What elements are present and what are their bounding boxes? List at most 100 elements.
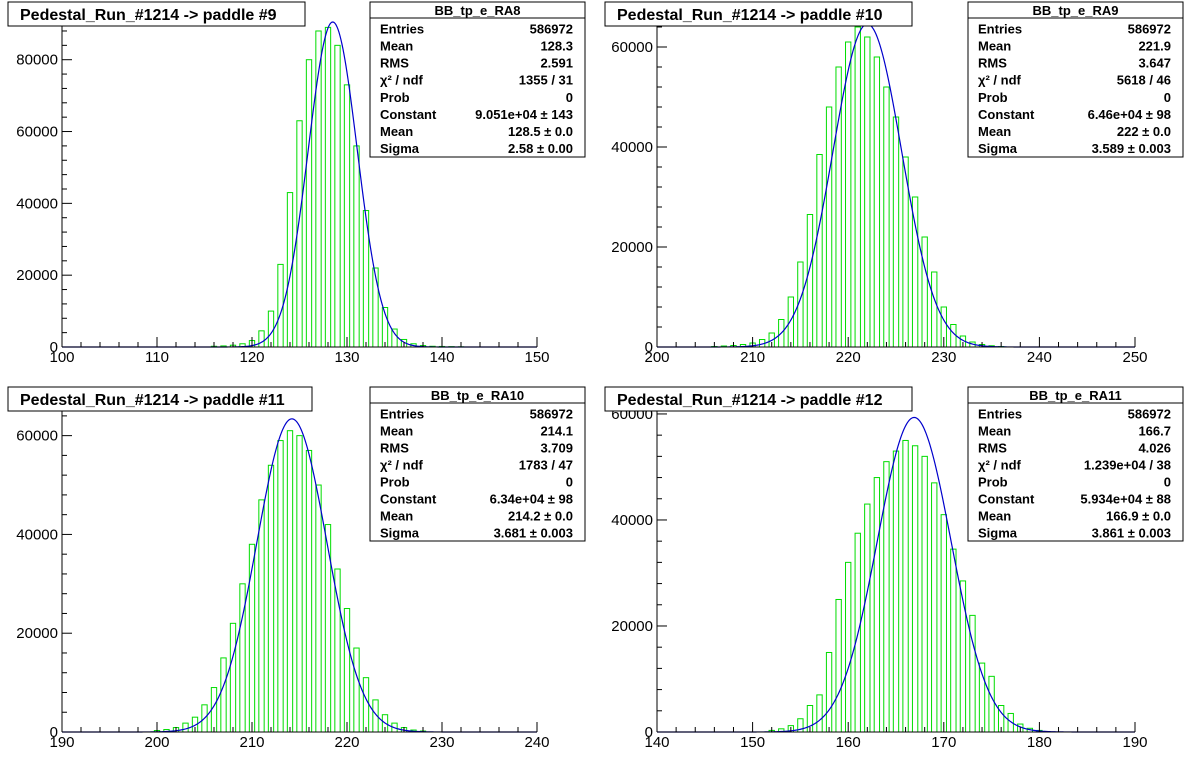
stats-row-value: 166.7 [1138, 423, 1171, 438]
x-tick-label: 190 [1122, 734, 1147, 751]
histogram-bar [864, 503, 871, 733]
x-tick-label: 130 [334, 349, 359, 366]
x-tick-label: 150 [524, 349, 549, 366]
stats-row-label: Mean [380, 423, 413, 438]
stats-row-label: Mean [380, 38, 413, 53]
stats-row-value: 2.58 ± 0.00 [508, 141, 573, 156]
histogram-pad-4: 140 150 160 170 180 1900200004000060000Pedest… [604, 386, 1184, 751]
stats-box-name: BB_tp_e_RA10 [431, 388, 524, 403]
stats-row-label: RMS [380, 440, 409, 455]
stats-row-label: Mean [380, 508, 413, 523]
histogram-bar [825, 106, 833, 348]
stats-row-label: Sigma [978, 141, 1018, 156]
stats-row-value: 3.709 [540, 440, 573, 455]
histogram-bar [391, 328, 398, 348]
stats-row-value: 1355 / 31 [519, 73, 573, 88]
histogram-bar [950, 548, 957, 733]
histogram-bar [362, 677, 370, 733]
x-tick-label: 120 [239, 349, 264, 366]
title-box [7, 386, 313, 412]
stats-row-label: Constant [978, 491, 1035, 506]
stats-box-name: BB_tp_e_RA9 [1033, 3, 1119, 18]
stats-row-value: 128.5 ± 0.0 [508, 124, 573, 139]
histogram-bar [940, 514, 947, 733]
histogram-bar [911, 445, 919, 733]
y-tick-label: 20000 [16, 267, 58, 284]
histogram-bar [873, 477, 881, 733]
stats-row-value: 0 [566, 90, 573, 105]
x-tick-label: 150 [740, 734, 765, 751]
stats-row-label: Sigma [380, 525, 420, 540]
histogram-bar [258, 499, 265, 733]
stats-row-value: 5.934e+04 ± 88 [1080, 491, 1171, 506]
stats-row-label: Mean [978, 124, 1011, 139]
y-tick-label: 60000 [611, 39, 653, 56]
histogram-bar [816, 154, 823, 348]
chart-title: Pedestal_Run_#1214 -> paddle #11 [20, 392, 285, 409]
stats-row-label: Prob [978, 90, 1008, 105]
x-tick-label: 140 [429, 349, 454, 366]
histogram-bar [220, 657, 227, 733]
histogram-bar [315, 30, 322, 348]
stats-row-label: Entries [978, 21, 1022, 36]
x-tick-label: 240 [1027, 349, 1052, 366]
stats-row-label: Prob [380, 474, 410, 489]
histogram-bar [286, 192, 294, 348]
x-tick-label: 230 [931, 349, 956, 366]
histogram-bar [845, 41, 852, 348]
histogram-bar [258, 330, 265, 348]
histogram-bar [315, 484, 322, 733]
stats-row-value: 128.3 [540, 38, 573, 53]
stats-row-label: χ² / ndf [978, 457, 1022, 472]
y-tick-label: 20000 [16, 625, 58, 642]
x-tick-label: 210 [740, 349, 765, 366]
stats-box [369, 1, 586, 158]
histogram-bar [372, 267, 379, 348]
histogram-bar [324, 26, 332, 348]
histogram-pad-3: 190 200 210 220 230 240 0 20000 40000 60000 Pedest… [7, 386, 586, 751]
histogram-pad-2: 200 210 220 230 240 250 0 20000 40000 60000 Pedest… [604, 1, 1184, 366]
x-tick-label: 200 [144, 734, 169, 751]
x-tick-label: 110 [145, 349, 169, 366]
histogram-bar [267, 310, 275, 348]
x-tick-label: 220 [836, 349, 861, 366]
stats-row-label: Mean [380, 124, 413, 139]
x-tick-label: 230 [429, 734, 454, 751]
stats-row-label: RMS [978, 56, 1007, 71]
histogram-bar [921, 455, 928, 733]
stats-row-label: χ² / ndf [380, 457, 424, 472]
stats-row-value: 6.46e+04 ± 98 [1088, 107, 1171, 122]
stats-row-value: 214.2 ± 0.0 [508, 508, 573, 523]
histogram-bar [959, 580, 967, 733]
stats-row-label: RMS [978, 440, 1007, 455]
stats-row-value: 166.9 ± 0.0 [1106, 508, 1171, 523]
histogram-bar [267, 464, 275, 733]
histogram-bar [921, 236, 928, 348]
stats-row-value: 1.239e+04 / 38 [1084, 457, 1171, 472]
histogram-bar [845, 561, 852, 733]
histogram-bar [248, 543, 256, 733]
stats-box [967, 386, 1184, 542]
stats-row-label: Mean [978, 508, 1011, 523]
stats-row-value: 0 [1164, 90, 1171, 105]
chart-title: Pedestal_Run_#1214 -> paddle #9 [20, 7, 277, 24]
stats-row-label: Prob [978, 474, 1008, 489]
stats-row-label: Constant [380, 107, 437, 122]
histogram-pad-1: 100 110 120 130 140 150 0 20000 40000 60000 80000 P… [7, 1, 586, 366]
x-tick-label: 100 [49, 349, 74, 366]
stats-row-value: 3.647 [1138, 56, 1171, 71]
histogram-bar [873, 56, 881, 348]
histogram-bar [343, 84, 351, 348]
stats-row-value: 3.861 ± 0.003 [1092, 525, 1171, 540]
stats-row-label: Prob [380, 90, 410, 105]
stats-row-label: Constant [380, 491, 437, 506]
x-tick-label: 140 [644, 734, 669, 751]
histogram-bar [353, 145, 360, 348]
y-tick-label: 60000 [16, 428, 58, 445]
histogram-bar [902, 439, 909, 733]
stats-row-label: Sigma [380, 141, 420, 156]
stats-row-label: Entries [380, 21, 424, 36]
title-box [604, 386, 913, 412]
stats-row-value: 586972 [1128, 406, 1171, 421]
